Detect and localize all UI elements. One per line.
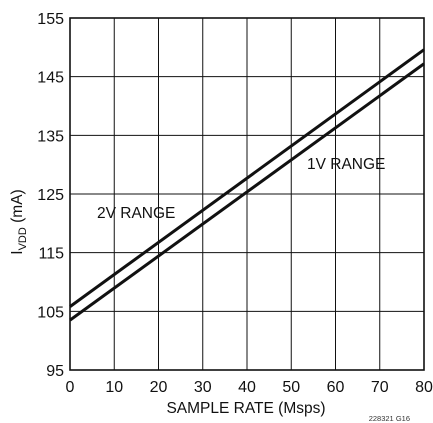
- figure-id: 228321 G16: [369, 414, 410, 423]
- series-line-2v-range: [69, 48, 425, 308]
- series-line-1v-range: [69, 62, 425, 322]
- y-axis-title: IVDD (mA): [9, 189, 29, 254]
- y-axis-title-main: I: [9, 250, 26, 254]
- series-label-2v: 2V RANGE: [97, 205, 175, 222]
- tick-labels: 0 10 20 30 40 50 60 70 80 95 105 115 125 135 145 155: [37, 11, 433, 396]
- plot-frame: [69, 17, 425, 371]
- y-tick-label: 95: [46, 363, 64, 380]
- y-axis-title-sub: VDD: [17, 227, 29, 250]
- y-axis-title-unit: (mA): [9, 189, 26, 227]
- grid-lines: [69, 17, 425, 371]
- y-tick-label: 115: [38, 246, 64, 263]
- y-tick-label: 155: [37, 11, 64, 28]
- series-lines: [69, 48, 425, 322]
- x-tick-label: 70: [371, 379, 389, 396]
- y-tick-label: 105: [37, 304, 64, 321]
- x-tick-label: 40: [238, 379, 256, 396]
- y-tick-label: 145: [37, 70, 64, 87]
- x-tick-label: 0: [66, 379, 75, 396]
- x-tick-label: 30: [194, 379, 212, 396]
- x-tick-label: 20: [150, 379, 168, 396]
- x-axis-title: SAMPLE RATE (Msps): [166, 400, 325, 417]
- y-tick-label: 135: [37, 128, 64, 145]
- y-tick-label: 125: [37, 187, 64, 204]
- x-tick-label: 50: [282, 379, 300, 396]
- x-tick-label: 80: [415, 379, 433, 396]
- x-tick-label: 10: [105, 379, 123, 396]
- series-label-1v: 1V RANGE: [307, 156, 385, 173]
- x-tick-label: 60: [327, 379, 345, 396]
